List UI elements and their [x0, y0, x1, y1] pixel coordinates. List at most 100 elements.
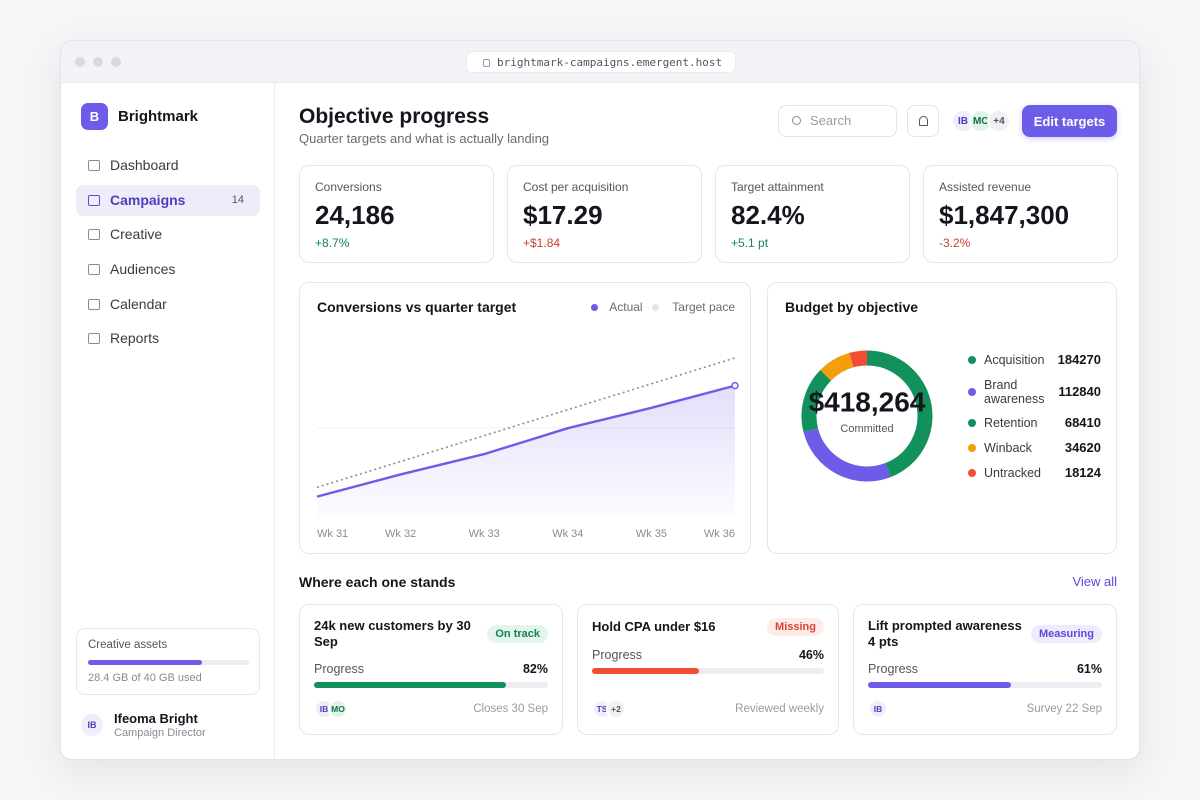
- goal-footer: TS +2 Reviewed weekly: [592, 698, 824, 720]
- nav-item[interactable]: Creative: [76, 219, 260, 250]
- user-role: Campaign Director: [114, 727, 206, 740]
- avatar-group: IB MO: [314, 698, 374, 720]
- window-dot: [75, 57, 85, 67]
- legend-value: 18124: [1064, 465, 1101, 481]
- nav-icon: [88, 195, 100, 206]
- section-title: Where each one stands: [299, 573, 456, 590]
- kpi-label: Target attainment: [731, 179, 824, 194]
- kpi-label: Conversions: [315, 179, 382, 194]
- progress-row: Progress 61%: [868, 662, 1102, 676]
- kpi-delta: -3.2%: [939, 235, 971, 250]
- nav-item[interactable]: Audiences: [76, 254, 260, 285]
- nav-label: Campaigns: [110, 192, 186, 209]
- progress-track: [868, 682, 1102, 688]
- avatar: +2: [606, 699, 626, 719]
- goal-header: 24k new customers by 30 Sep On track: [314, 618, 548, 650]
- goal-title: Hold CPA under $16: [592, 619, 716, 634]
- browser-window: brightmark-campaigns.emergent.host B Brigh…: [60, 40, 1140, 760]
- kpi-label: Assisted revenue: [939, 179, 1032, 194]
- nav-label: Reports: [110, 330, 160, 347]
- sidebar: B Brightmark Dashboard Campaigns 14 Creative A…: [61, 83, 275, 759]
- search-placeholder: Search: [810, 113, 852, 129]
- nav-label: Audiences: [110, 261, 176, 278]
- goal-footer-text: Reviewed weekly: [735, 703, 824, 715]
- progress-fill: [592, 668, 699, 674]
- progress-row: Progress 82%: [314, 662, 548, 676]
- kpi-value: $17.29: [523, 200, 603, 231]
- line-chart-card: Conversions vs quarter target Target pace…: [299, 282, 751, 554]
- goal-footer-text: Closes 30 Sep: [473, 703, 548, 715]
- progress-track: [592, 668, 824, 674]
- progress-track: [314, 682, 548, 688]
- nav-icon: [88, 229, 100, 240]
- url-bar: brightmark-campaigns.emergent.host: [466, 51, 736, 73]
- notification-button[interactable]: [907, 105, 939, 137]
- bell-icon: [919, 116, 928, 126]
- goal-footer: IB MO Closes 30 Sep: [314, 698, 548, 720]
- area: [317, 385, 735, 517]
- avatar-group: IB: [868, 698, 928, 720]
- view-all-link[interactable]: View all: [1072, 574, 1117, 590]
- donut-segment: [801, 370, 832, 433]
- nav-item[interactable]: Dashboard: [76, 150, 260, 181]
- kpi-card card: Target attainment 82.4% +5.1 pt: [715, 165, 910, 263]
- storage-text: 28.4 GB of 40 GB used: [88, 672, 202, 685]
- nav-item[interactable]: Reports: [76, 323, 260, 354]
- edit-targets-button[interactable]: Edit targets: [1022, 105, 1117, 137]
- legend-value: 112840: [1058, 384, 1101, 400]
- url-text: brightmark-campaigns.emergent.host: [497, 56, 723, 70]
- legend-label: Actual: [609, 299, 643, 314]
- goal-footer-text: Survey 22 Sep: [1026, 703, 1102, 715]
- goal-card: 24k new customers by 30 Sep On track Progr…: [299, 604, 563, 735]
- avatar: IB: [79, 712, 105, 738]
- kpi-value: $1,847,300: [939, 200, 1070, 231]
- goal-card: Hold CPA under $16 Missing Progress 46% TS +2…: [577, 604, 839, 735]
- title-bar: brightmark-campaigns.emergent.host: [61, 41, 1139, 83]
- legend-label: Untracked: [984, 466, 1041, 480]
- donut-center-label: Committed: [840, 423, 893, 435]
- legend-label: Retention: [984, 416, 1038, 430]
- user-name: Ifeoma Bright: [114, 711, 198, 727]
- progress-fill: [868, 682, 1011, 688]
- x-tick-label: Wk 35: [636, 528, 667, 540]
- storage-track: [88, 660, 249, 665]
- kpi-card card: Cost per acquisition $17.29 +$1.84: [507, 165, 702, 263]
- goal-header: Hold CPA under $16 Missing: [592, 618, 824, 636]
- end-point: [731, 381, 739, 390]
- kpi-value: 82.4%: [731, 200, 805, 231]
- status-pill: On track: [487, 625, 548, 643]
- main: Objective progress Quarter targets and wh…: [275, 83, 1139, 759]
- chart-title: Conversions vs quarter target: [317, 298, 517, 315]
- progress-label: 61%: [1076, 662, 1102, 676]
- search-icon: [792, 116, 801, 125]
- kpi-label: Cost per acquisition: [523, 179, 629, 194]
- kpi-delta: +$1.84: [523, 235, 561, 250]
- nav-item[interactable]: Calendar: [76, 289, 260, 320]
- status-pill: Missing: [767, 618, 824, 636]
- legend-dot: [651, 304, 659, 311]
- nav-icon: [88, 264, 100, 275]
- legend-dot: [968, 444, 976, 452]
- progress-label: 46%: [798, 648, 824, 662]
- x-tick-label: Wk 34: [552, 528, 583, 540]
- avatar: MO: [328, 699, 348, 719]
- nav-badge: 14: [231, 193, 244, 206]
- legend-dot: [968, 469, 976, 477]
- donut-segment: [849, 350, 868, 368]
- storage-title: Creative assets: [88, 639, 168, 652]
- nav-item[interactable]: Campaigns 14: [76, 185, 260, 216]
- app: B Brightmark Dashboard Campaigns 14 Creative A…: [61, 83, 1139, 759]
- legend-dot: [968, 388, 976, 396]
- goal-card: Lift prompted awareness 4 pts Measuring Pr…: [853, 604, 1117, 735]
- legend-label: Winback: [984, 441, 1032, 455]
- page-subtitle: Quarter targets and what is actually lan…: [299, 131, 550, 147]
- search-box[interactable]: Search: [778, 105, 897, 137]
- progress-row: Progress 46%: [592, 648, 824, 662]
- avatar: IB: [868, 699, 888, 719]
- goal-header: Lift prompted awareness 4 pts Measuring: [868, 618, 1102, 650]
- kpi-delta: +8.7%: [315, 235, 350, 250]
- nav-label: Creative: [110, 226, 163, 243]
- line-chart: Wk 31 Wk 32 Wk 33 Wk 34 Wk 35 Wk 36: [316, 357, 739, 540]
- legend-value: 34620: [1064, 440, 1101, 456]
